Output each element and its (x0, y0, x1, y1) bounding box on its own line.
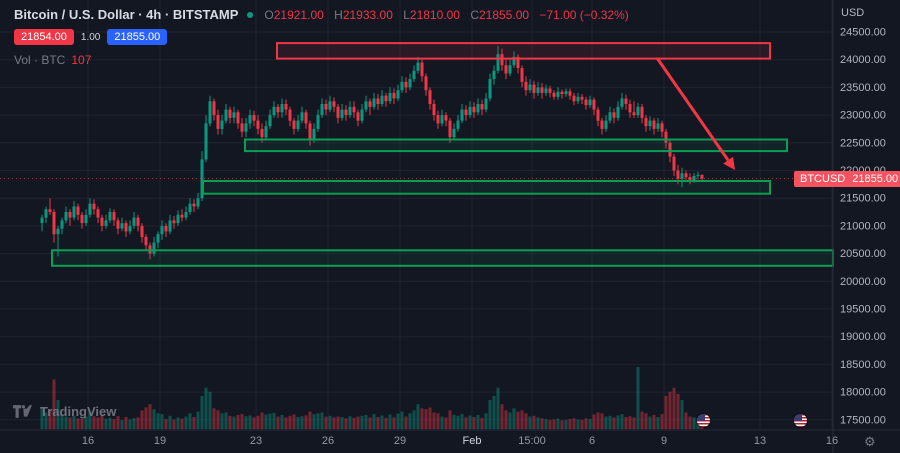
svg-text:19: 19 (154, 435, 166, 447)
tradingview-logo-icon (13, 405, 32, 418)
open-label: O (264, 7, 274, 22)
low-label: L (403, 7, 410, 22)
svg-text:20500.00: 20500.00 (840, 248, 886, 260)
svg-text:21500.00: 21500.00 (840, 193, 886, 205)
svg-text:18500.00: 18500.00 (840, 359, 886, 371)
close-label: C (470, 7, 479, 22)
ohlc-values: O21921.00 H21933.00 L21810.00 C21855.00 … (257, 8, 628, 22)
svg-text:18000.00: 18000.00 (840, 387, 886, 399)
open-value: 21921.00 (273, 7, 324, 22)
sell-bid-button[interactable]: 21854.00 (14, 29, 74, 45)
last-price-symbol: BTCUSD (800, 173, 846, 185)
svg-text:23: 23 (250, 435, 262, 447)
tradingview-logo[interactable]: TradingView (13, 404, 116, 419)
price-axis-currency-label: USD (841, 7, 865, 19)
high-label: H (334, 7, 343, 22)
svg-text:24000.00: 24000.00 (840, 54, 886, 66)
last-price-label: BTCUSD 21855.00 (794, 171, 900, 187)
us-flag-economic-event-icon[interactable] (697, 414, 710, 427)
us-flag-economic-event-icon[interactable] (794, 414, 807, 427)
time-axis-settings-gear-icon[interactable]: ⚙ (864, 434, 876, 449)
svg-text:26: 26 (322, 435, 334, 447)
svg-text:20000.00: 20000.00 (840, 276, 886, 288)
high-value: 21933.00 (342, 7, 393, 22)
change-value: −71.00 (−0.32%) (539, 7, 629, 22)
svg-text:23500.00: 23500.00 (840, 82, 886, 94)
svg-text:24500.00: 24500.00 (840, 27, 886, 39)
svg-text:23000.00: 23000.00 (840, 110, 886, 122)
buy-ask-button[interactable]: 21855.00 (107, 29, 168, 45)
close-value: 21855.00 (478, 7, 530, 22)
svg-text:29: 29 (394, 435, 406, 447)
volume-label: Vol · BTC (14, 53, 66, 67)
svg-text:19500.00: 19500.00 (840, 304, 886, 316)
svg-text:15:00: 15:00 (518, 435, 546, 447)
svg-text:21000.00: 21000.00 (840, 220, 886, 232)
tradingview-logo-text: TradingView (40, 404, 117, 419)
svg-text:22500.00: 22500.00 (840, 137, 886, 149)
svg-text:6: 6 (589, 435, 595, 447)
svg-text:16: 16 (826, 435, 838, 447)
market-status-icon (247, 11, 254, 18)
svg-text:19000.00: 19000.00 (840, 331, 886, 343)
last-price-value: 21855.00 (852, 173, 899, 185)
low-value: 21810.00 (409, 7, 460, 22)
svg-text:17500.00: 17500.00 (840, 414, 886, 426)
price-axis[interactable] (833, 0, 900, 430)
symbol-title[interactable]: Bitcoin / U.S. Dollar · 4h · BITSTAMP (14, 7, 239, 22)
spread-value: 1.00 (80, 31, 101, 43)
svg-text:13: 13 (754, 435, 766, 447)
time-axis[interactable] (0, 430, 900, 453)
svg-text:16: 16 (82, 435, 94, 447)
svg-text:Feb: Feb (463, 435, 482, 447)
svg-text:9: 9 (661, 435, 667, 447)
chart-legend: Bitcoin / U.S. Dollar · 4h · BITSTAMP O2… (14, 7, 629, 67)
volume-value: 107 (71, 53, 92, 67)
